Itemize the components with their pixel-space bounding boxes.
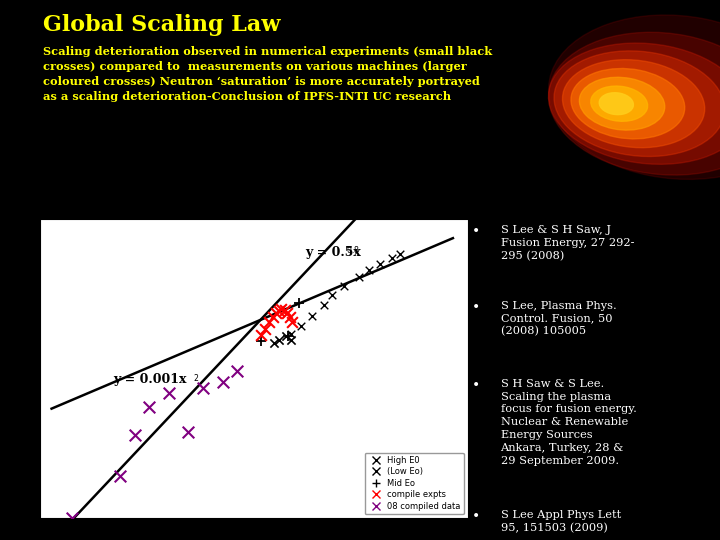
- Point: [181, 428, 193, 436]
- Text: •: •: [472, 225, 480, 239]
- Ellipse shape: [549, 43, 720, 164]
- Point: [197, 384, 208, 393]
- Point: [280, 332, 292, 341]
- Text: y = 0.001x: y = 0.001x: [113, 373, 186, 386]
- Point: [273, 307, 284, 315]
- Ellipse shape: [549, 32, 720, 175]
- Point: [293, 298, 305, 307]
- Point: [231, 367, 243, 375]
- Text: $^{2}$: $^{2}$: [193, 374, 199, 383]
- Point: [282, 332, 294, 341]
- Text: y = 0.5x: y = 0.5x: [305, 246, 361, 259]
- Text: Scaling deterioration observed in numerical experiments (small black
crosses) co: Scaling deterioration observed in numeri…: [43, 46, 492, 102]
- Point: [267, 313, 279, 321]
- Point: [354, 272, 365, 281]
- Point: [163, 389, 175, 397]
- Ellipse shape: [549, 15, 720, 179]
- Point: [279, 306, 290, 315]
- Text: •: •: [472, 510, 480, 524]
- Ellipse shape: [590, 86, 648, 122]
- Point: [255, 337, 266, 346]
- Point: [295, 321, 307, 330]
- Point: [273, 335, 284, 344]
- Point: [282, 309, 293, 318]
- Point: [276, 305, 287, 314]
- Title: LogYn vs LogEo: LogYn vs LogEo: [203, 205, 305, 218]
- Point: [395, 249, 406, 258]
- Point: [285, 335, 297, 344]
- Ellipse shape: [599, 93, 634, 114]
- Text: Global Scaling Law: Global Scaling Law: [43, 14, 281, 36]
- Text: S Lee & S H Saw, J
Fusion Energy, 27 292-
295 (2008): S Lee & S H Saw, J Fusion Energy, 27 292…: [500, 225, 634, 261]
- Point: [364, 266, 375, 274]
- Ellipse shape: [580, 77, 665, 130]
- Point: [306, 312, 318, 320]
- Point: [66, 514, 78, 523]
- Point: [217, 377, 229, 386]
- Point: [269, 339, 280, 348]
- Text: S Lee Appl Phys Lett
95, 151503 (2009): S Lee Appl Phys Lett 95, 151503 (2009): [500, 510, 621, 534]
- Text: •: •: [472, 301, 480, 315]
- Point: [287, 318, 298, 326]
- Point: [270, 309, 282, 318]
- Point: [129, 431, 140, 440]
- Point: [114, 471, 125, 480]
- Point: [338, 281, 350, 290]
- Point: [285, 329, 297, 338]
- Ellipse shape: [571, 69, 685, 139]
- Text: S Lee, Plasma Phys.
Control. Fusion, 50
(2008) 105005: S Lee, Plasma Phys. Control. Fusion, 50 …: [500, 301, 616, 336]
- Ellipse shape: [562, 60, 705, 147]
- Point: [326, 291, 338, 300]
- Ellipse shape: [554, 51, 720, 157]
- Text: $^{0.8}$: $^{0.8}$: [346, 245, 359, 255]
- Point: [260, 325, 271, 333]
- Legend: High E0, (Low Eo), Mid Eo, compile expts, 08 compiled data: High E0, (Low Eo), Mid Eo, compile expts…: [364, 453, 464, 514]
- Point: [386, 254, 397, 262]
- Point: [374, 260, 385, 268]
- Point: [318, 301, 329, 309]
- Text: S H Saw & S Lee.
Scaling the plasma
focus for fusion energy.
Nuclear & Renewable: S H Saw & S Lee. Scaling the plasma focu…: [500, 379, 636, 465]
- Point: [264, 318, 275, 326]
- Text: •: •: [472, 379, 480, 393]
- Point: [284, 313, 296, 321]
- Point: [255, 330, 266, 339]
- Point: [143, 403, 154, 411]
